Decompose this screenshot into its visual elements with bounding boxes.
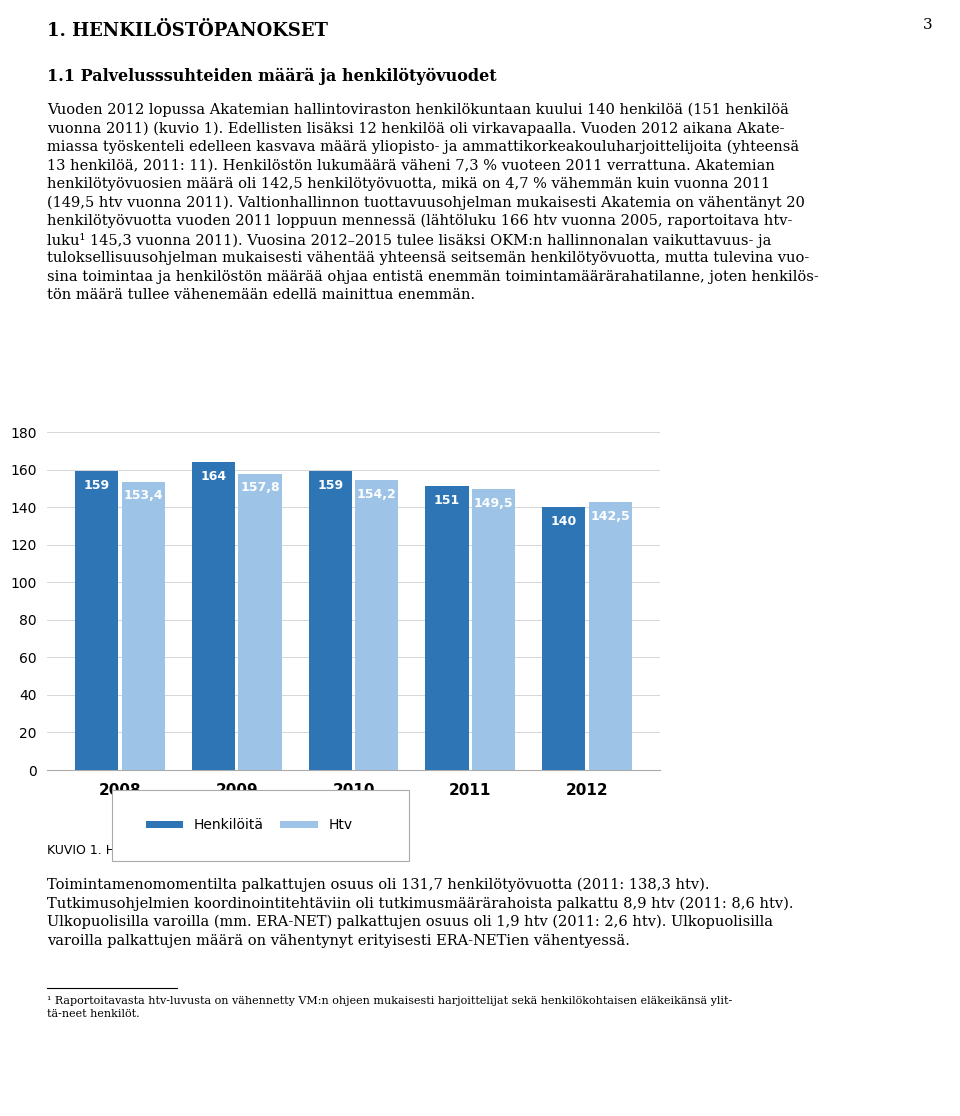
FancyBboxPatch shape (112, 790, 409, 860)
Text: KUVIO 1. HENKILÖSTÖN MÄÄRÄ JA HENKILÖTYÖVUODET: KUVIO 1. HENKILÖSTÖN MÄÄRÄ JA HENKILÖTYÖ… (47, 843, 396, 857)
Text: 149,5: 149,5 (474, 497, 514, 510)
FancyBboxPatch shape (146, 821, 183, 828)
Text: 151: 151 (434, 494, 460, 507)
Text: Htv: Htv (328, 818, 352, 831)
Text: varoilla palkattujen määrä on vähentynyt erityisesti ERA-NETien vähentyessä.: varoilla palkattujen määrä on vähentynyt… (47, 933, 630, 947)
Text: 140: 140 (551, 514, 577, 528)
Text: 153,4: 153,4 (124, 490, 163, 502)
Bar (425, 487, 468, 770)
Text: 164: 164 (201, 470, 227, 482)
Text: 157,8: 157,8 (240, 481, 280, 494)
Text: sina toimintaa ja henkilöstön määrää ohjaa entistä enemmän toimintamäärärahatila: sina toimintaa ja henkilöstön määrää ohj… (47, 269, 819, 283)
Text: 159: 159 (317, 479, 343, 492)
Text: Tutkimusohjelmien koordinointitehtäviin oli tutkimusmäärärahoista palkattu 8,9 h: Tutkimusohjelmien koordinointitehtäviin … (47, 896, 794, 911)
Text: Toimintamenomomentilta palkattujen osuus oli 131,7 henkilötyövuotta (2011: 138,3: Toimintamenomomentilta palkattujen osuus… (47, 878, 709, 893)
Bar (192, 462, 235, 770)
Text: luku¹ 145,3 vuonna 2011). Vuosina 2012–2015 tulee lisäksi OKM:n hallinnonalan va: luku¹ 145,3 vuonna 2011). Vuosina 2012–2… (47, 232, 772, 248)
FancyBboxPatch shape (280, 821, 318, 828)
Text: tön määrä tullee vähenemään edellä mainittua enemmän.: tön määrä tullee vähenemään edellä maini… (47, 288, 475, 302)
Text: henkilötyövuosien määrä oli 142,5 henkilötyövuotta, mikä on 4,7 % vähemmän kuin : henkilötyövuosien määrä oli 142,5 henkil… (47, 177, 770, 191)
Text: Vuoden 2012 lopussa Akatemian hallintoviraston henkilökuntaan kuului 140 henkilö: Vuoden 2012 lopussa Akatemian hallintovi… (47, 103, 789, 117)
Bar (472, 489, 516, 770)
Text: 3: 3 (924, 18, 933, 32)
Text: miassa työskenteli edelleen kasvava määrä yliopisto- ja ammattikorkeakouluharjoi: miassa työskenteli edelleen kasvava määr… (47, 140, 799, 154)
Text: tuloksellisuusohjelman mukaisesti vähentää yhteensä seitsemän henkilötyövuotta, : tuloksellisuusohjelman mukaisesti vähent… (47, 251, 809, 264)
Text: tä-neet henkilöt.: tä-neet henkilöt. (47, 1009, 139, 1019)
Bar (542, 507, 586, 770)
Bar (238, 473, 281, 770)
Text: 154,2: 154,2 (357, 488, 396, 501)
Bar (355, 481, 398, 770)
Text: 1. HENKILÖSTÖPANOKSET: 1. HENKILÖSTÖPANOKSET (47, 22, 328, 40)
Text: vuonna 2011) (kuvio 1). Edellisten lisäksi 12 henkilöä oli virkavapaalla. Vuoden: vuonna 2011) (kuvio 1). Edellisten lisäk… (47, 122, 784, 136)
Text: 159: 159 (84, 479, 109, 492)
Bar (308, 471, 351, 770)
Bar (122, 482, 165, 770)
Bar (588, 502, 632, 770)
Text: 142,5: 142,5 (590, 510, 631, 523)
Text: 13 henkilöä, 2011: 11). Henkilöstön lukumäärä väheni 7,3 % vuoteen 2011 verrattu: 13 henkilöä, 2011: 11). Henkilöstön luku… (47, 158, 775, 173)
Text: henkilötyövuotta vuoden 2011 loppuun mennessä (lähtöluku 166 htv vuonna 2005, ra: henkilötyövuotta vuoden 2011 loppuun men… (47, 214, 792, 229)
Text: (149,5 htv vuonna 2011). Valtionhallinnon tuottavuusohjelman mukaisesti Akatemia: (149,5 htv vuonna 2011). Valtionhallinno… (47, 195, 804, 210)
Text: 1.1 Palvelusssuhteiden määrä ja henkilötyövuodet: 1.1 Palvelusssuhteiden määrä ja henkilöt… (47, 68, 496, 85)
Text: ¹ Raportoitavasta htv-luvusta on vähennetty VM:n ohjeen mukaisesti harjoittelija: ¹ Raportoitavasta htv-luvusta on vähenne… (47, 995, 732, 1006)
Bar (75, 471, 118, 770)
Text: Ulkopuolisilla varoilla (mm. ERA-NET) palkattujen osuus oli 1,9 htv (2011: 2,6 h: Ulkopuolisilla varoilla (mm. ERA-NET) pa… (47, 915, 773, 930)
Text: Henkilöitä: Henkilöitä (194, 818, 263, 831)
